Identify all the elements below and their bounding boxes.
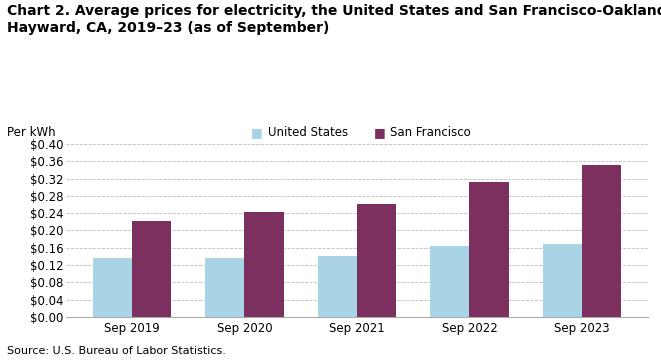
Text: San Francisco: San Francisco [390,126,471,139]
Text: United States: United States [268,126,348,139]
Bar [205,258,245,317]
Bar [543,244,582,317]
Text: ■: ■ [373,126,385,139]
Bar [93,258,132,317]
Text: Source: U.S. Bureau of Labor Statistics.: Source: U.S. Bureau of Labor Statistics. [7,346,225,356]
Bar [245,212,284,317]
Bar [132,221,171,317]
Bar [430,246,469,317]
Bar [317,256,357,317]
Text: Per kWh: Per kWh [7,126,56,139]
Bar [357,204,397,317]
Bar [469,181,509,317]
Bar [582,165,621,317]
Text: Chart 2. Average prices for electricity, the United States and San Francisco-Oak: Chart 2. Average prices for electricity,… [7,4,661,35]
Text: ■: ■ [251,126,263,139]
